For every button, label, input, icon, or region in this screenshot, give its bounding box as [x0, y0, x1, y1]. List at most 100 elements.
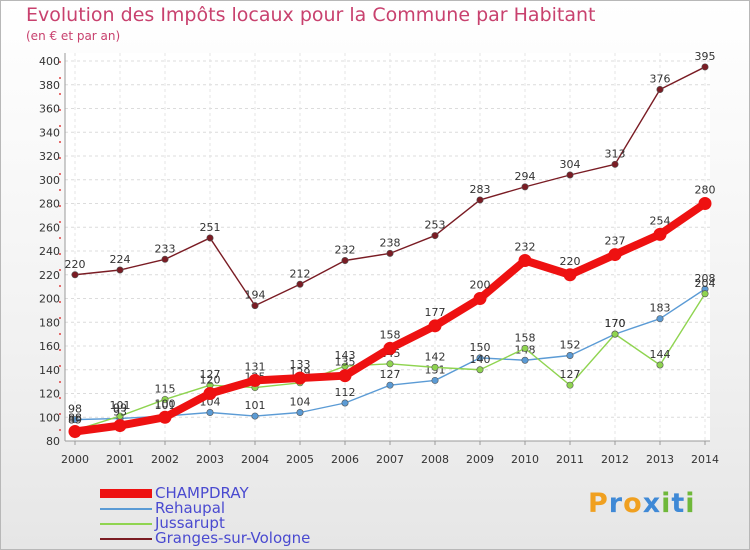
data-label-champdray: 158 [380, 328, 401, 341]
data-point-jussarupt [701, 290, 709, 298]
data-label-granges-sur-vologne: 194 [245, 289, 266, 302]
y-tick-label: 260 [39, 221, 60, 234]
data-label-granges-sur-vologne: 233 [155, 242, 176, 255]
data-label-rehaupal: 170 [605, 317, 626, 330]
data-point-granges-sur-vologne [71, 271, 79, 279]
x-tick-label: 2005 [286, 453, 314, 466]
data-point-rehaupal [296, 408, 304, 416]
y-tick-label: 160 [39, 340, 60, 353]
x-tick-label: 2006 [331, 453, 359, 466]
legend-swatch-jussarupt [100, 523, 152, 525]
data-label-granges-sur-vologne: 238 [380, 236, 401, 249]
data-label-rehaupal: 101 [155, 399, 176, 412]
data-label-champdray: 133 [290, 358, 311, 371]
data-label-rehaupal: 208 [695, 272, 716, 285]
x-tick-label: 2012 [601, 453, 629, 466]
data-point-granges-sur-vologne [251, 302, 259, 310]
data-label-champdray: 88 [68, 412, 82, 425]
x-tick-label: 2008 [421, 453, 449, 466]
data-point-champdray [338, 369, 352, 383]
data-label-jussarupt: 127 [560, 368, 581, 381]
data-point-granges-sur-vologne [611, 160, 619, 168]
y-tick-label: 380 [39, 79, 60, 92]
x-tick-label: 2009 [466, 453, 494, 466]
data-point-granges-sur-vologne [206, 234, 214, 242]
y-tick-label: 140 [39, 364, 60, 377]
legend-swatch-granges [100, 538, 152, 540]
data-label-champdray: 254 [650, 214, 671, 227]
data-point-rehaupal [71, 416, 79, 424]
data-label-rehaupal: 99 [113, 401, 127, 414]
data-label-rehaupal: 183 [650, 302, 671, 315]
data-point-champdray [383, 341, 397, 355]
data-point-rehaupal [476, 354, 484, 362]
data-point-champdray [248, 373, 262, 387]
data-point-granges-sur-vologne [566, 171, 574, 179]
y-tick-label: 240 [39, 245, 60, 258]
data-label-granges-sur-vologne: 220 [65, 258, 86, 271]
x-tick-label: 2002 [151, 453, 179, 466]
legend-label-champdray: CHAMPDRAY [155, 484, 249, 502]
data-point-champdray [113, 419, 127, 433]
data-label-granges-sur-vologne: 283 [470, 183, 491, 196]
data-point-granges-sur-vologne [656, 86, 664, 94]
data-label-jussarupt: 89 [68, 413, 82, 426]
data-label-champdray: 120 [200, 374, 221, 387]
data-point-champdray [563, 268, 577, 282]
data-point-champdray [518, 254, 532, 267]
data-point-granges-sur-vologne [296, 280, 304, 288]
data-label-champdray: 93 [113, 406, 127, 419]
data-label-rehaupal: 101 [245, 399, 266, 412]
data-point-jussarupt [611, 330, 619, 338]
data-point-granges-sur-vologne [431, 232, 439, 240]
data-point-rehaupal [206, 408, 214, 416]
data-label-champdray: 237 [605, 235, 626, 248]
y-tick-label: 200 [39, 293, 60, 306]
data-point-jussarupt [521, 344, 529, 352]
data-point-granges-sur-vologne [386, 249, 394, 257]
data-label-granges-sur-vologne: 376 [650, 73, 671, 86]
data-label-champdray: 177 [425, 306, 446, 319]
y-tick-label: 300 [39, 174, 60, 187]
legend-swatch-champdray [100, 489, 152, 498]
data-label-jussarupt: 127 [200, 368, 221, 381]
data-point-champdray [653, 227, 667, 241]
legend-label-jussarupt: Jussarupt [155, 514, 225, 532]
data-point-champdray [698, 197, 712, 210]
data-point-granges-sur-vologne [476, 196, 484, 204]
data-label-champdray: 131 [245, 360, 266, 373]
x-tick-label: 2010 [511, 453, 539, 466]
y-tick-label: 360 [39, 103, 60, 116]
data-label-jussarupt: 115 [155, 382, 176, 395]
x-tick-label: 2013 [646, 453, 674, 466]
data-point-champdray [68, 425, 82, 438]
data-label-jussarupt: 144 [650, 348, 671, 361]
y-tick-label: 100 [39, 411, 60, 424]
data-label-rehaupal: 127 [380, 368, 401, 381]
logo-letter: i [661, 488, 672, 519]
y-tick-label: 280 [39, 198, 60, 211]
data-label-jussarupt: 204 [695, 277, 716, 290]
data-point-rehaupal [251, 412, 259, 420]
logo-letter: P [588, 488, 609, 519]
data-label-champdray: 200 [470, 279, 491, 292]
data-point-rehaupal [341, 399, 349, 407]
data-point-rehaupal [566, 351, 574, 359]
data-label-rehaupal: 104 [290, 396, 311, 409]
x-tick-label: 2004 [241, 453, 269, 466]
y-tick-label: 80 [46, 435, 60, 448]
data-label-jussarupt: 170 [605, 317, 626, 330]
legend-label-rehaupal: Rehaupal [155, 499, 226, 517]
x-tick-label: 2007 [376, 453, 404, 466]
data-label-granges-sur-vologne: 212 [290, 267, 311, 280]
data-point-champdray [428, 319, 442, 333]
y-tick-label: 400 [39, 55, 60, 68]
data-point-jussarupt [161, 395, 169, 403]
data-point-champdray [158, 410, 172, 424]
data-point-granges-sur-vologne [161, 255, 169, 263]
y-tick-label: 220 [39, 269, 60, 282]
legend-label-granges: Granges-sur-Vologne [155, 529, 311, 547]
x-tick-label: 2014 [691, 453, 719, 466]
proxiti-logo: Proxiti [588, 488, 696, 519]
